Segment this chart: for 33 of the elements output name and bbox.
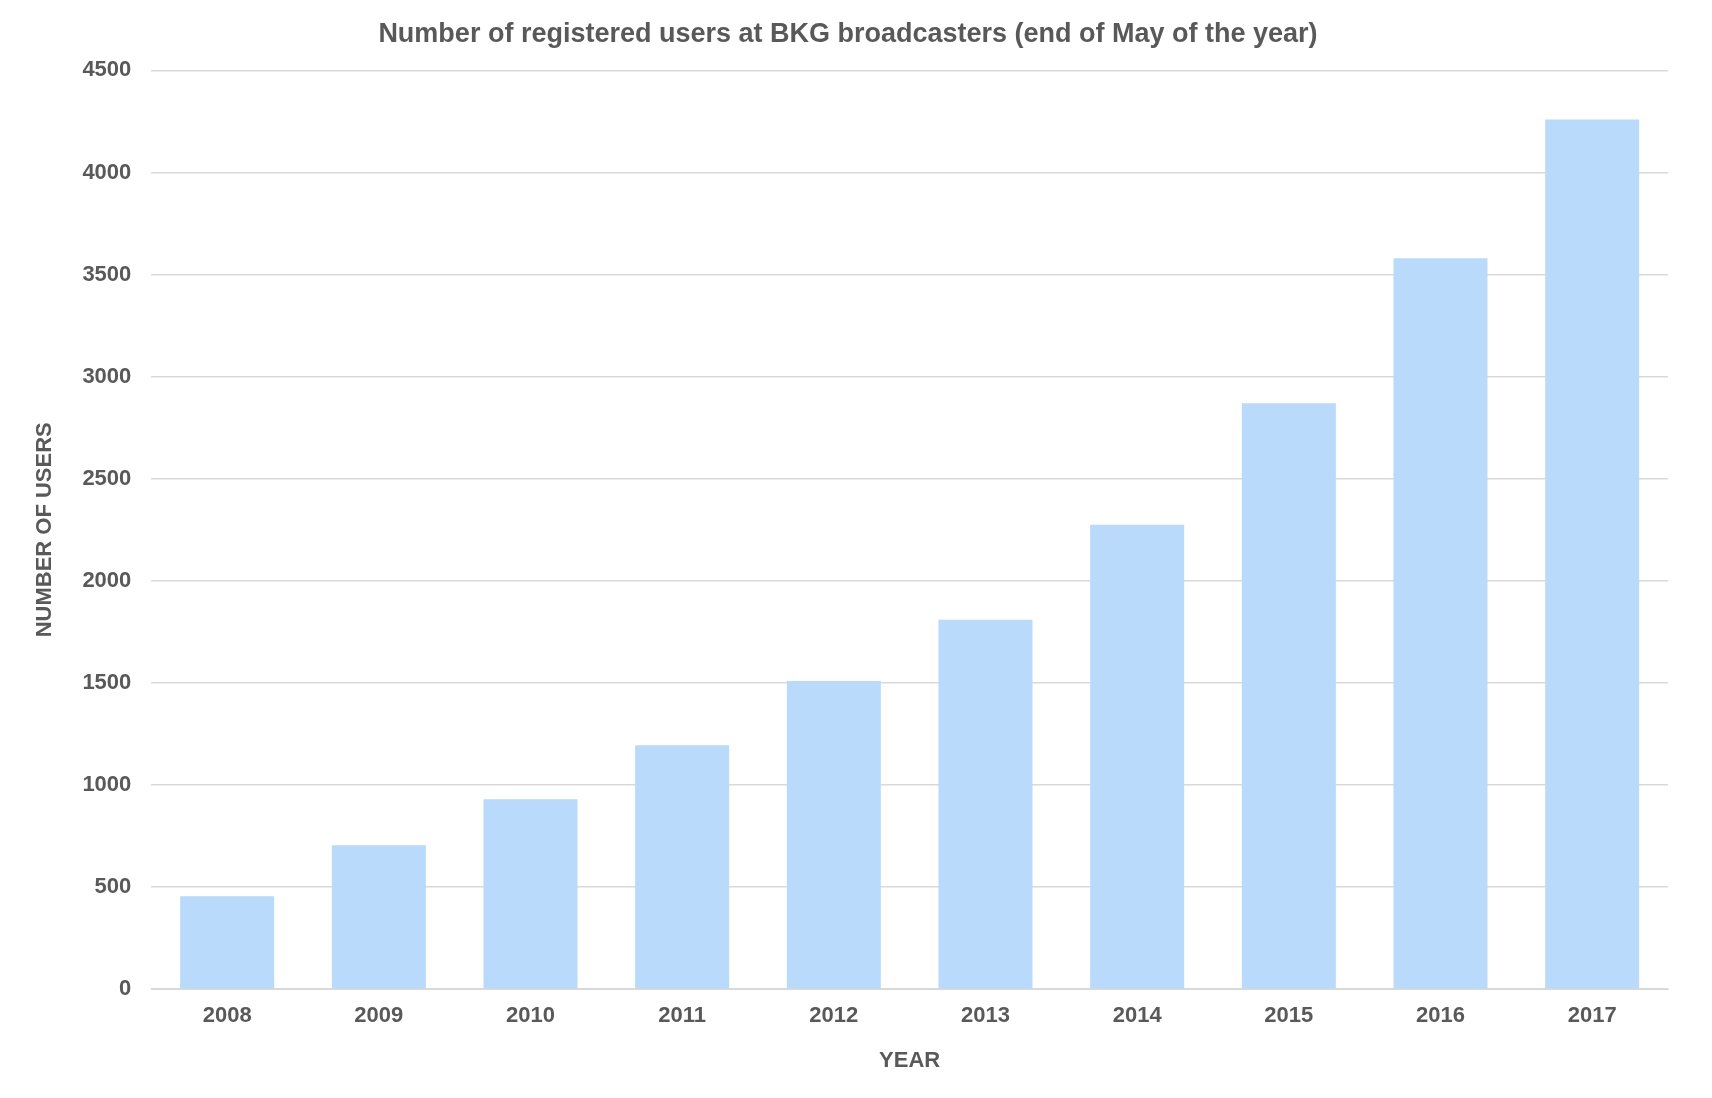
bar — [786, 680, 881, 989]
x-tick-label: 2013 — [961, 1002, 1010, 1028]
bar — [180, 896, 275, 989]
y-tick-label: 500 — [94, 873, 132, 899]
x-tick-label: 2011 — [658, 1002, 707, 1028]
bar — [1241, 403, 1336, 989]
x-axis-title: YEAR — [879, 1046, 941, 1072]
x-tick-label: 2012 — [809, 1002, 859, 1028]
y-tick-label: 2000 — [82, 566, 132, 592]
bar — [331, 845, 426, 989]
y-tick-label: 1500 — [82, 669, 132, 694]
x-tick-label: 2010 — [506, 1002, 555, 1028]
bar — [1545, 119, 1640, 989]
y-tick-label: 1000 — [82, 771, 132, 797]
x-tick-label: 2014 — [1112, 1002, 1163, 1028]
y-tick-label: 3500 — [82, 260, 132, 286]
chart-title: Number of registered users at BKG broadcasters (end of May of the year) — [378, 17, 1318, 48]
y-tick-label: 3000 — [82, 362, 132, 388]
y-tick-label: 4500 — [82, 56, 132, 82]
x-tick-label: 2015 — [1264, 1002, 1314, 1028]
x-tick-label: 2016 — [1416, 1002, 1465, 1028]
bar — [635, 745, 730, 989]
bar — [483, 799, 578, 989]
x-tick-label: 2008 — [202, 1002, 252, 1028]
y-tick-label: 4000 — [82, 158, 132, 184]
bar — [938, 619, 1033, 989]
bar — [1090, 524, 1185, 989]
x-tick-label: 2017 — [1567, 1002, 1617, 1028]
y-tick-label: 0 — [119, 975, 132, 1001]
y-tick-label: 2500 — [82, 464, 132, 490]
y-axis-title: NUMBER OF USERS — [31, 422, 57, 638]
x-tick-label: 2009 — [354, 1002, 404, 1028]
bar — [1393, 258, 1488, 989]
